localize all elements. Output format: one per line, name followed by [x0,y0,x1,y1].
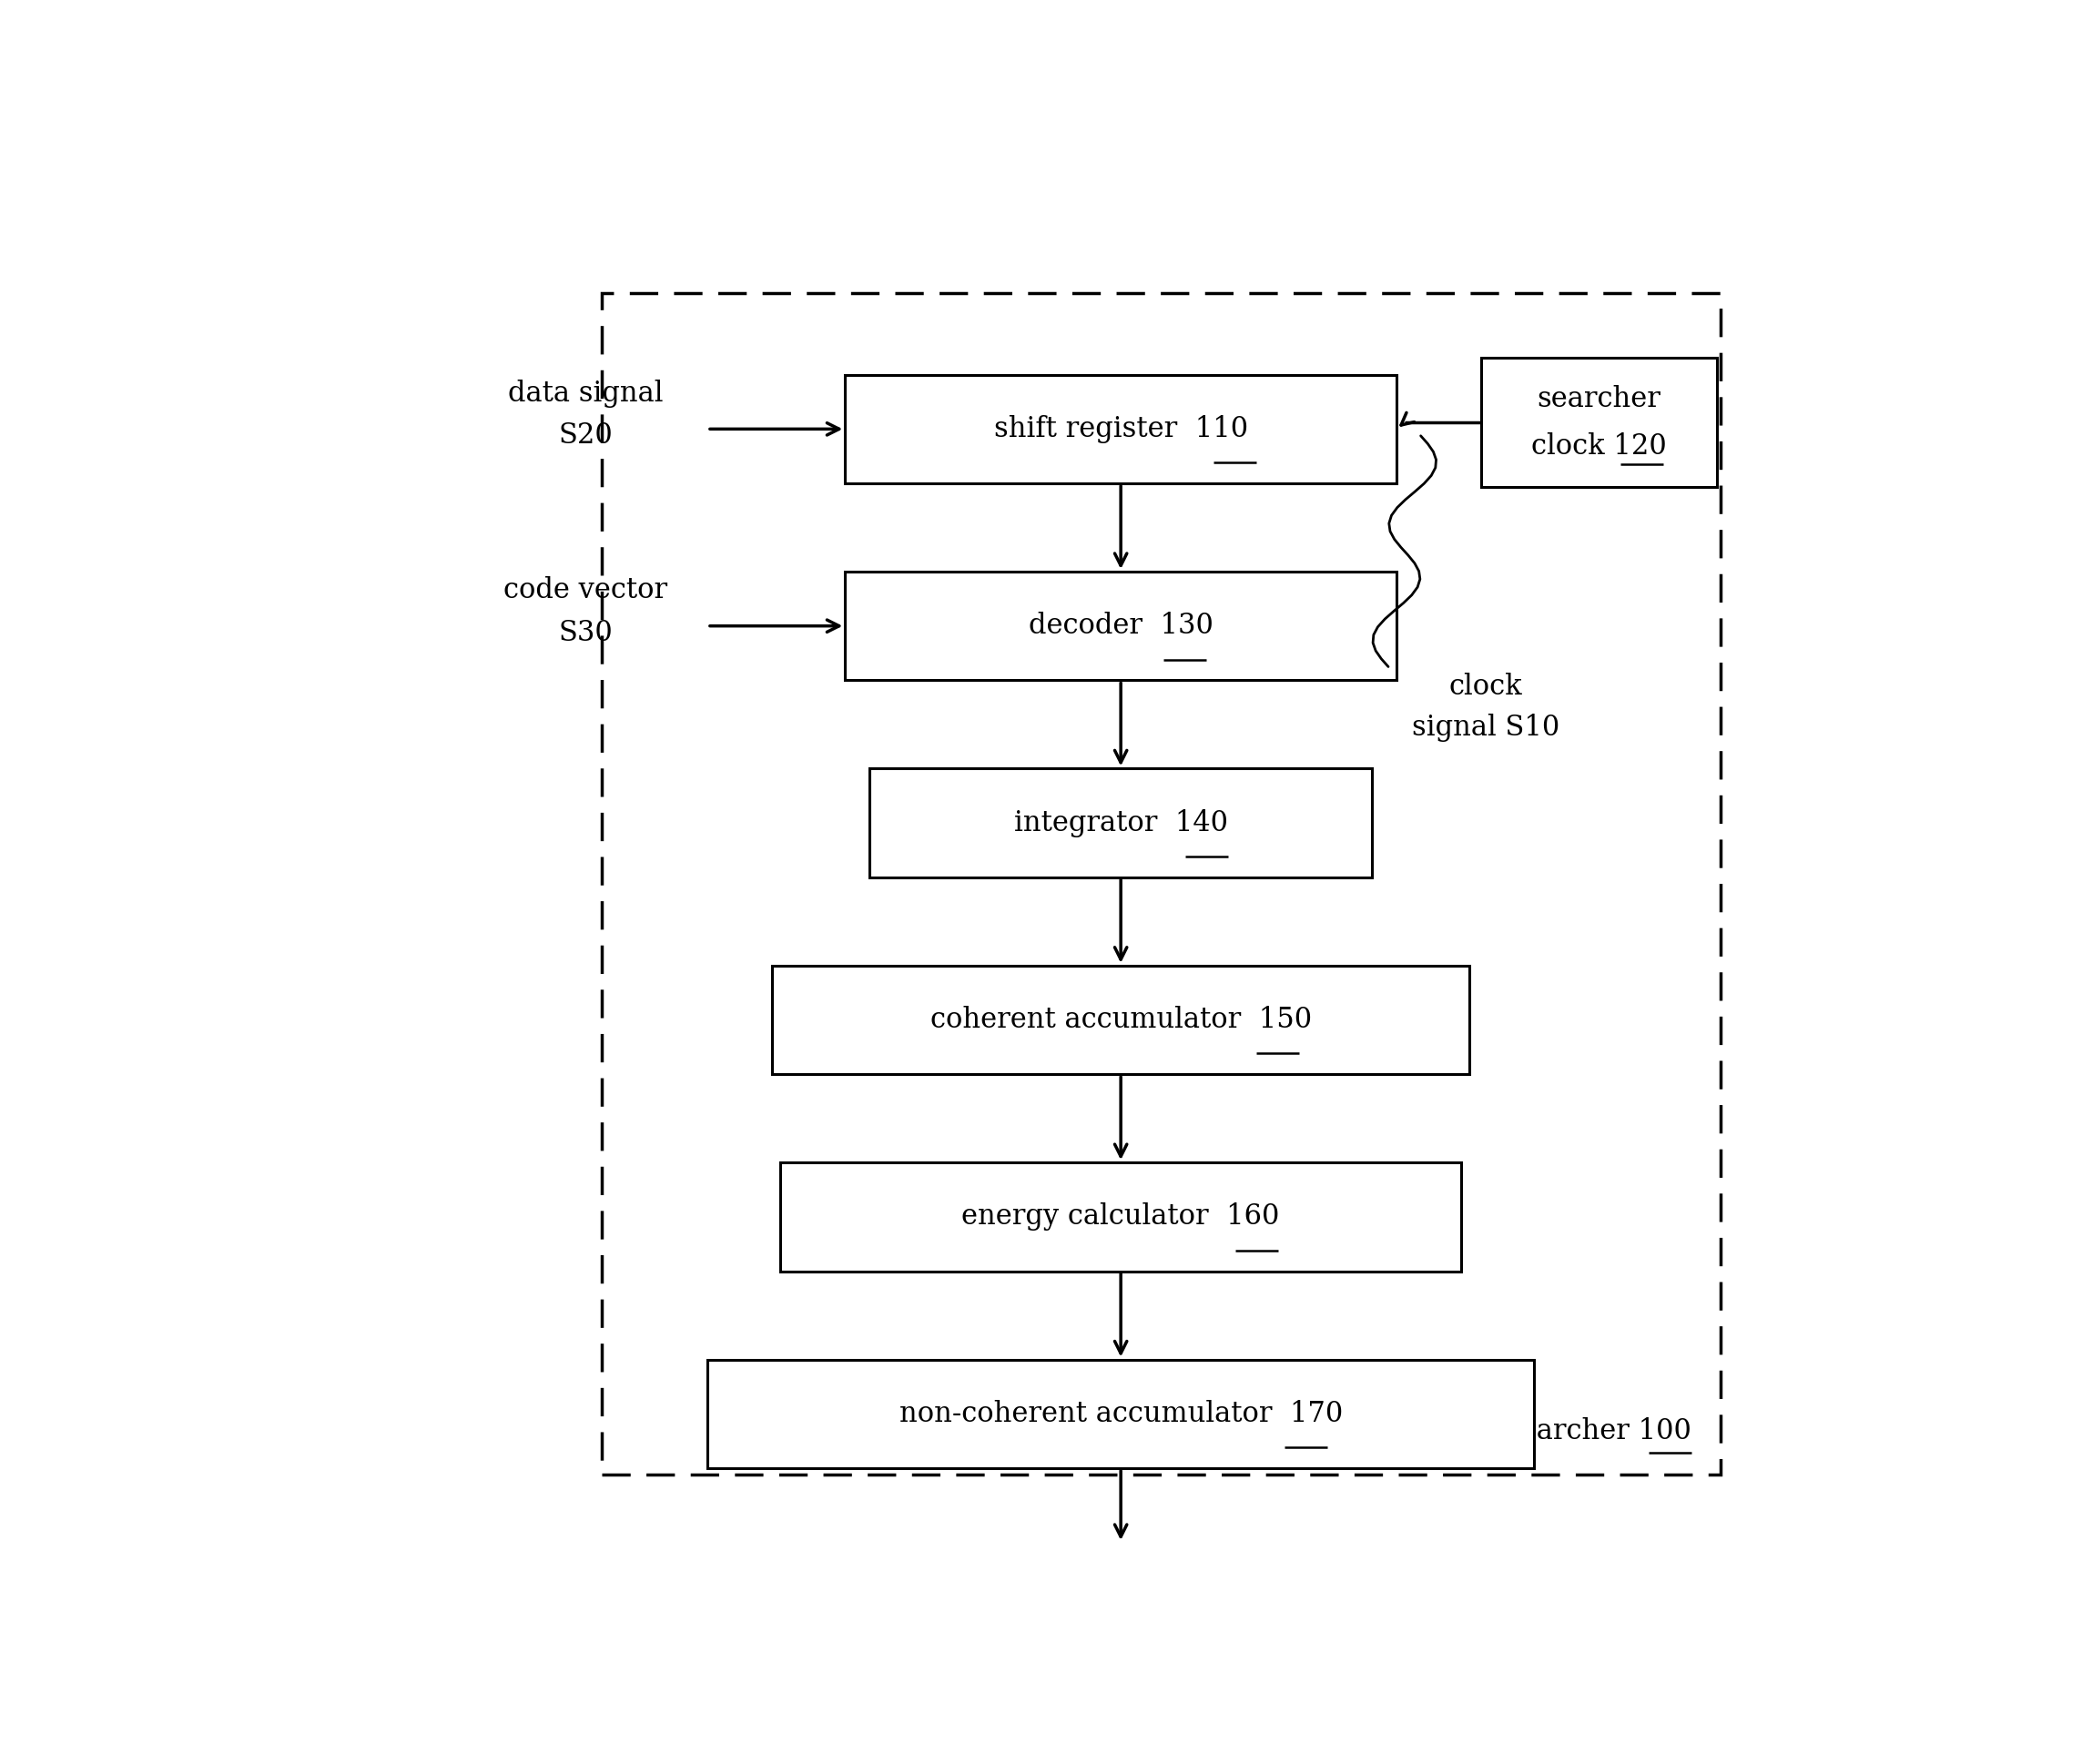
FancyBboxPatch shape [772,965,1469,1074]
Text: clock 120: clock 120 [1531,432,1667,460]
Text: decoder  130: decoder 130 [1029,612,1213,640]
Text: S30: S30 [559,619,613,647]
Text: code vector: code vector [504,577,667,605]
Text: energy calculator  160: energy calculator 160 [962,1203,1280,1231]
FancyBboxPatch shape [845,374,1397,483]
Text: clock: clock [1450,674,1523,700]
Text: searcher 100: searcher 100 [1506,1416,1692,1445]
FancyBboxPatch shape [1481,358,1718,487]
Text: signal S10: signal S10 [1412,714,1559,743]
Text: non-coherent accumulator  170: non-coherent accumulator 170 [900,1399,1343,1427]
Text: data signal: data signal [508,379,663,407]
Text: coherent accumulator  150: coherent accumulator 150 [931,1005,1312,1034]
FancyBboxPatch shape [707,1360,1533,1468]
FancyBboxPatch shape [870,769,1372,877]
Text: shift register  110: shift register 110 [994,415,1247,443]
Text: S20: S20 [559,422,613,450]
Text: integrator  140: integrator 140 [1015,810,1228,836]
Text: searcher: searcher [1538,385,1661,413]
FancyBboxPatch shape [845,572,1397,681]
FancyBboxPatch shape [780,1162,1462,1272]
